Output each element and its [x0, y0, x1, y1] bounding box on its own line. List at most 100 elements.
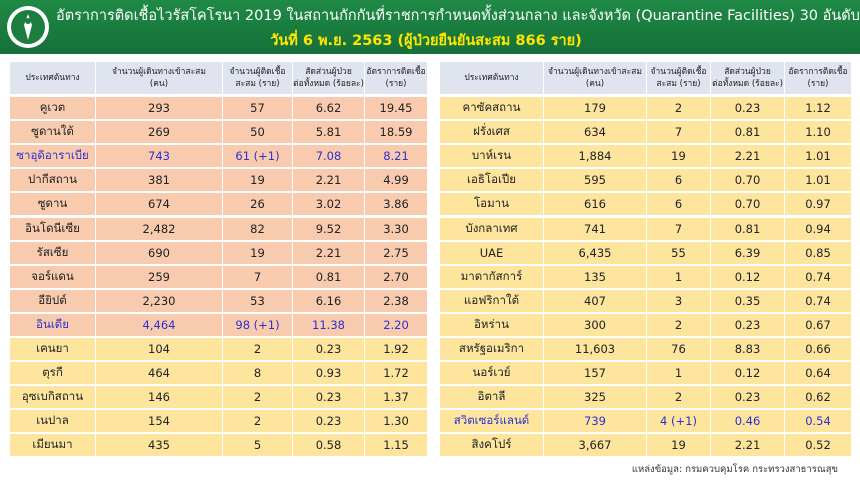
- value-cell: 674: [96, 193, 223, 218]
- country-cell: เมียนมา: [10, 434, 96, 459]
- value-cell: 0.54: [785, 410, 852, 435]
- country-cell: อิตาลี: [440, 386, 544, 411]
- value-cell: 0.64: [785, 362, 852, 387]
- value-cell: 0.67: [785, 313, 852, 338]
- logo: [7, 6, 49, 48]
- value-cell: 2,482: [96, 217, 223, 242]
- value-cell: 18.59: [365, 121, 428, 146]
- value-cell: 1.72: [365, 362, 428, 387]
- value-cell: 1.01: [785, 169, 852, 194]
- subtitle: วันที่ 6 พ.ย. 2563 (ผู้ป่วยยืนยันสะสม 86…: [270, 33, 582, 49]
- header-text: ต่อทั้งหมด (ร้อยละ): [712, 79, 783, 89]
- value-cell: 19: [647, 434, 711, 459]
- value-cell: 1.92: [365, 338, 428, 363]
- value-cell: 7.08: [293, 145, 365, 170]
- country-cell: เอธิโอเปีย: [440, 169, 544, 194]
- value-cell: 53: [223, 289, 293, 314]
- value-cell: 595: [544, 169, 647, 194]
- value-cell: 0.23: [711, 313, 785, 338]
- value-cell: 179: [544, 97, 647, 122]
- country-cell: อิหร่าน: [440, 313, 544, 338]
- header-text: สะสม (ราย): [656, 79, 701, 89]
- country-cell: ปากีสถาน: [10, 169, 96, 194]
- value-cell: 135: [544, 265, 647, 290]
- value-cell: 6: [647, 193, 711, 218]
- value-cell: 6,435: [544, 241, 647, 266]
- country-cell: แอฟริกาใต้: [440, 289, 544, 314]
- country-cell: สหรัฐอเมริกา: [440, 338, 544, 363]
- value-cell: 743: [96, 145, 223, 170]
- value-cell: 7: [647, 121, 711, 146]
- country-cell: อินเดีย: [10, 313, 96, 338]
- value-cell: 0.23: [293, 338, 365, 363]
- header-cell: สัดส่วนผู้ป่วย ต่อทั้งหมด (ร้อยละ): [293, 62, 365, 96]
- value-cell: 76: [647, 338, 711, 363]
- value-cell: 0.93: [293, 362, 365, 387]
- value-cell: 5: [223, 434, 293, 459]
- value-cell: 4.99: [365, 169, 428, 194]
- header-cell: อัตราการติดเชื้อ (ราย): [785, 62, 852, 96]
- value-cell: 2,230: [96, 289, 223, 314]
- value-cell: 2.21: [293, 241, 365, 266]
- value-cell: 0.97: [785, 193, 852, 218]
- value-cell: 2: [647, 97, 711, 122]
- value-cell: 82: [223, 217, 293, 242]
- title: อัตราการติดเชื้อไวรัสโคโรนา 2019 ในสถานก…: [56, 8, 860, 24]
- value-cell: 0.81: [293, 265, 365, 290]
- header-text: อัตราการติดเชื้อ: [366, 67, 426, 77]
- value-cell: 4 (+1): [647, 410, 711, 435]
- country-cell: จอร์แดน: [10, 265, 96, 290]
- value-cell: 1.01: [785, 145, 852, 170]
- value-cell: 325: [544, 386, 647, 411]
- value-cell: 2: [647, 386, 711, 411]
- country-cell: สิงคโปร์: [440, 434, 544, 459]
- value-cell: 8.21: [365, 145, 428, 170]
- value-cell: 0.12: [711, 362, 785, 387]
- source-note: แหล่งข้อมูล: กรมควบคุมโรค กระทรวงสาธารณส…: [631, 464, 838, 475]
- header-text: สัดส่วนผู้ป่วย: [724, 67, 771, 77]
- value-cell: 381: [96, 169, 223, 194]
- value-cell: 269: [96, 121, 223, 146]
- value-cell: 259: [96, 265, 223, 290]
- value-cell: 6: [647, 169, 711, 194]
- value-cell: 8.83: [711, 338, 785, 363]
- value-cell: 2.38: [365, 289, 428, 314]
- value-cell: 2.20: [365, 313, 428, 338]
- value-cell: 7: [647, 217, 711, 242]
- country-cell: ซาอุดิอาราเบีย: [10, 145, 96, 170]
- header-text: ประเทศต้นทาง: [25, 73, 80, 83]
- value-cell: 0.46: [711, 410, 785, 435]
- value-cell: 741: [544, 217, 647, 242]
- country-cell: อุซเบกิสถาน: [10, 386, 96, 411]
- header-text: จำนวนผู้เดินทางเข้าสะสม: [112, 67, 206, 77]
- value-cell: 50: [223, 121, 293, 146]
- value-cell: 2.21: [293, 169, 365, 194]
- value-cell: 0.52: [785, 434, 852, 459]
- header-text: (ราย): [385, 79, 407, 89]
- value-cell: 2.75: [365, 241, 428, 266]
- value-cell: 1.15: [365, 434, 428, 459]
- value-cell: 0.62: [785, 386, 852, 411]
- value-cell: 300: [544, 313, 647, 338]
- header-text: สะสม (ราย): [235, 79, 280, 89]
- value-cell: 6.16: [293, 289, 365, 314]
- country-cell: เนปาล: [10, 410, 96, 435]
- value-cell: 4,464: [96, 313, 223, 338]
- value-cell: 0.23: [711, 386, 785, 411]
- country-cell: รัสเซีย: [10, 241, 96, 266]
- value-cell: 19: [647, 145, 711, 170]
- value-cell: 0.70: [711, 193, 785, 218]
- value-cell: 11.38: [293, 313, 365, 338]
- value-cell: 7: [223, 265, 293, 290]
- value-cell: 1: [647, 362, 711, 387]
- value-cell: 98 (+1): [223, 313, 293, 338]
- country-cell: โอมาน: [440, 193, 544, 218]
- value-cell: 0.23: [293, 410, 365, 435]
- value-cell: 2: [223, 338, 293, 363]
- value-cell: 1.30: [365, 410, 428, 435]
- value-cell: 2.70: [365, 265, 428, 290]
- header-text: อัตราการติดเชื้อ: [788, 67, 848, 77]
- header-text: สัดส่วนผู้ป่วย: [305, 67, 352, 77]
- value-cell: 104: [96, 338, 223, 363]
